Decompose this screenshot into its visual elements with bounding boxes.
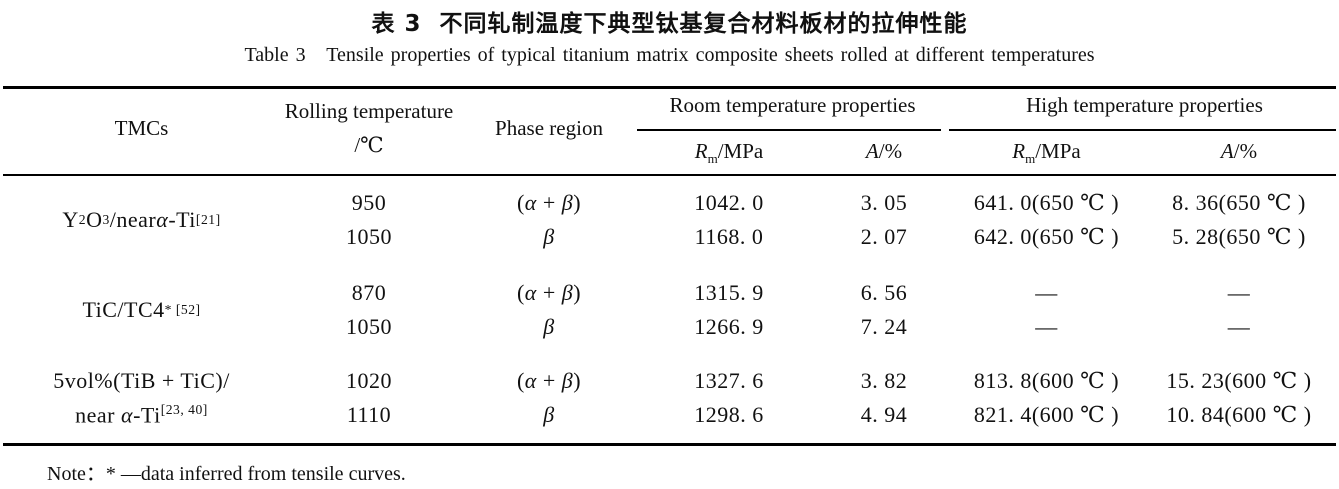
cell-phase-region: (α + β) xyxy=(516,368,582,393)
cell-a-high: 5. 28(650 ℃ ) xyxy=(1172,224,1306,249)
table-group-y2o3-near-alpha-ti: Y 2 O 3/near α -Ti [21] 950 (α + β) 1042. 0 3… xyxy=(4,186,1334,254)
cell-rolling-temp: 870 xyxy=(351,280,387,305)
cell-rm-high: — xyxy=(1035,314,1058,339)
col-header-a-high: A/% xyxy=(1220,139,1258,163)
cell-rm-high: 641. 0(650 ℃ ) xyxy=(973,190,1120,215)
cell-rm-high: 642. 0(650 ℃ ) xyxy=(973,224,1120,249)
cell-a-high: 15. 23(600 ℃ ) xyxy=(1166,368,1312,393)
room-group-underline xyxy=(637,129,941,131)
material-label-line2: near α-Ti[23, 40] xyxy=(75,401,208,428)
col-header-a-room: A/% xyxy=(865,139,903,163)
cell-rm-high: 821. 4(600 ℃ ) xyxy=(973,402,1120,427)
cell-rolling-temp: 950 xyxy=(351,190,387,215)
table-footnote: Note：* —data inferred from tensile curve… xyxy=(47,463,406,485)
cell-phase-region: β xyxy=(543,224,555,249)
material-label: Y 2 O 3/near α -Ti [21] xyxy=(62,207,221,232)
header-divider-rule xyxy=(3,174,1336,176)
cell-a-room: 7. 24 xyxy=(860,314,908,339)
cell-rm-room: 1168. 0 xyxy=(694,224,764,249)
cell-a-room: 4. 94 xyxy=(860,402,908,427)
cell-a-room: 3. 05 xyxy=(860,190,908,215)
table-header: TMCs Rolling temperature /℃ Phase region… xyxy=(4,89,1336,174)
col-header-rolling-temperature: Rolling temperature xyxy=(284,99,454,123)
table-title-english: Table 3 Tensile properties of typical ti… xyxy=(244,44,1095,66)
material-label-line1: 5vol%(TiB + TiC)/ xyxy=(53,368,230,393)
cell-a-room: 2. 07 xyxy=(860,224,908,249)
cell-rolling-temp: 1020 xyxy=(346,368,392,393)
table-row: near α-Ti[23, 40] 1110 β 1298. 6 4. 94 8… xyxy=(4,398,1334,432)
cell-rm-high: 813. 8(600 ℃ ) xyxy=(973,368,1120,393)
table-bottom-rule xyxy=(3,443,1336,446)
cell-rm-room: 1266. 9 xyxy=(694,314,764,339)
col-header-rolling-unit: /℃ xyxy=(354,133,384,157)
cell-a-high: 10. 84(600 ℃ ) xyxy=(1166,402,1312,427)
col-header-rm-high: Rm/MPa xyxy=(1012,139,1081,167)
cell-rolling-temp: 1050 xyxy=(346,224,392,249)
cell-rm-room: 1327. 6 xyxy=(694,368,764,393)
cell-phase-region: β xyxy=(543,314,555,339)
table-row: 950 (α + β) 1042. 0 3. 05 641. 0(650 ℃ )… xyxy=(4,186,1334,220)
cell-a-room: 6. 56 xyxy=(860,280,908,305)
table-row: 1050 β 1266. 9 7. 24 — — xyxy=(4,310,1334,344)
cell-phase-region: β xyxy=(543,402,555,427)
material-label: TiC/TC4 * [52] xyxy=(82,297,201,322)
table-title-chinese: 表 3 不同轧制温度下典型钛基复合材料板材的拉伸性能 xyxy=(371,11,968,37)
high-group-underline xyxy=(949,129,1336,131)
cell-rm-high: — xyxy=(1035,280,1058,305)
table-row: 1050 β 1168. 0 2. 07 642. 0(650 ℃ ) 5. 2… xyxy=(4,220,1334,254)
table-top-rule xyxy=(3,86,1336,89)
cell-rm-room: 1315. 9 xyxy=(694,280,764,305)
group-header-high-temperature-properties: High temperature properties xyxy=(1026,93,1263,117)
cell-a-high: — xyxy=(1227,314,1251,339)
col-header-phase-region: Phase region xyxy=(495,116,603,140)
cell-rm-room: 1298. 6 xyxy=(694,402,764,427)
table-group-5vol-tib-tic: 5vol%(TiB + TiC)/ 1020 (α + β) 1327. 6 3… xyxy=(4,364,1334,432)
group-header-room-temperature-properties: Room temperature properties xyxy=(669,93,916,117)
cell-a-high: — xyxy=(1227,280,1251,305)
cell-phase-region: (α + β) xyxy=(516,190,582,215)
cell-rolling-temp: 1110 xyxy=(346,402,392,427)
cell-phase-region: (α + β) xyxy=(516,280,582,305)
cell-a-high: 8. 36(650 ℃ ) xyxy=(1172,190,1306,215)
col-header-rm-room: Rm/MPa xyxy=(694,139,764,167)
cell-rolling-temp: 1050 xyxy=(346,314,392,339)
table-row: 870 (α + β) 1315. 9 6. 56 — — xyxy=(4,276,1334,310)
table-body: Y 2 O 3/near α -Ti [21] 950 (α + β) 1042. 0 3… xyxy=(4,177,1334,432)
table-row: 5vol%(TiB + TiC)/ 1020 (α + β) 1327. 6 3… xyxy=(4,364,1334,398)
col-header-tmcs: TMCs xyxy=(114,116,169,140)
cell-a-room: 3. 82 xyxy=(860,368,908,393)
cell-rm-room: 1042. 0 xyxy=(694,190,764,215)
table-group-tic-tc4: TiC/TC4 * [52] 870 (α + β) 1315. 9 6. 56… xyxy=(4,276,1334,344)
